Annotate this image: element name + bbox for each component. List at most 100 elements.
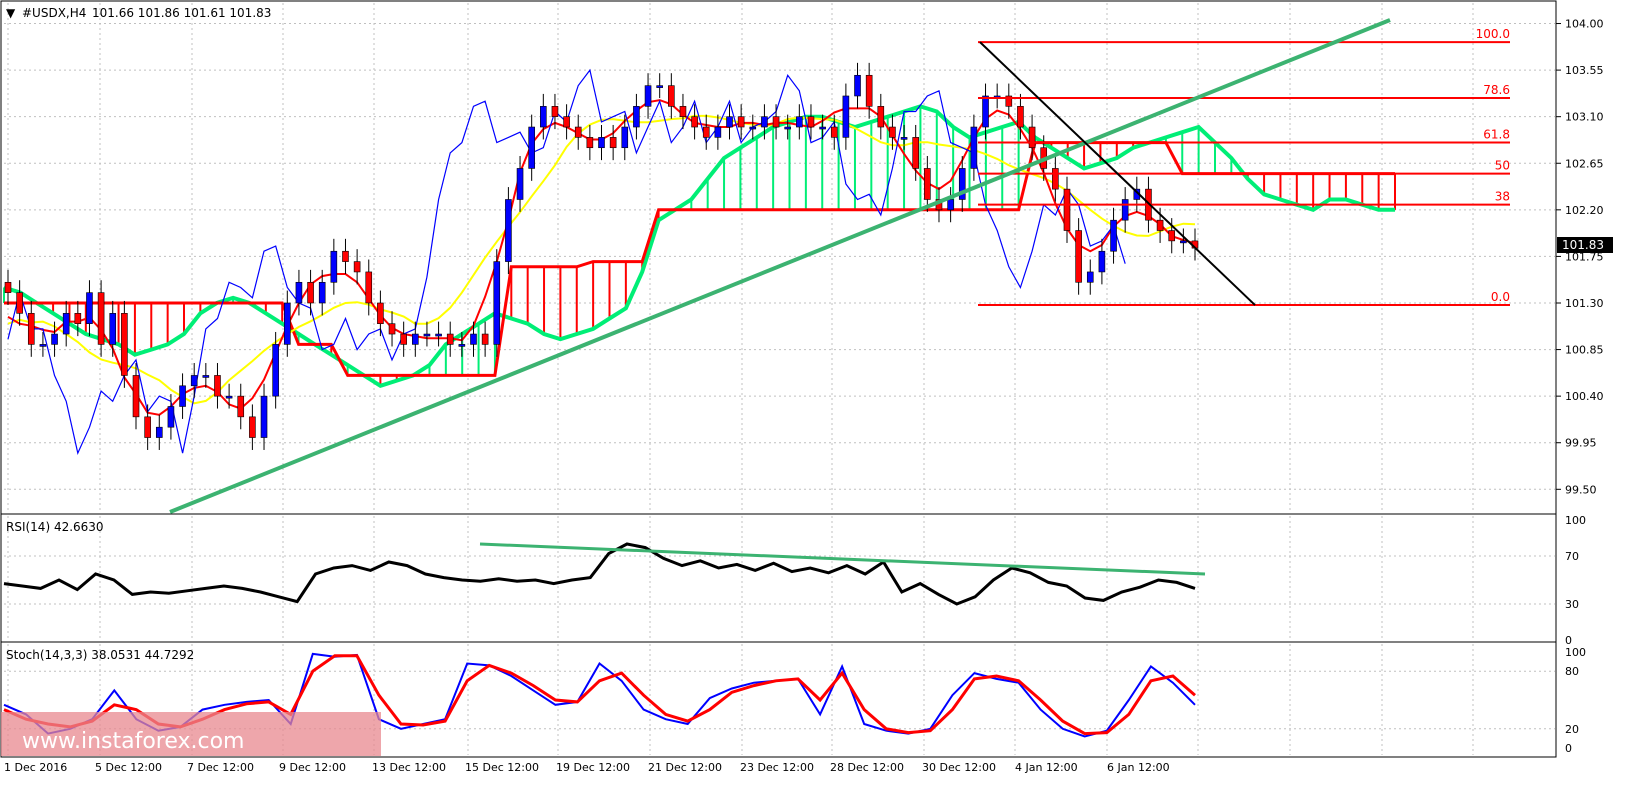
candle-body <box>400 333 407 345</box>
watermark-box <box>1 712 381 756</box>
candle-body <box>470 333 477 345</box>
symbol-arrow-icon[interactable]: ▼ <box>6 6 16 20</box>
candle-body <box>702 126 710 138</box>
candle-body <box>423 333 431 337</box>
x-tick-label: 13 Dec 12:00 <box>372 761 446 774</box>
candle-body <box>330 250 338 283</box>
stoch-label: Stoch(14,3,3) 38.0531 44.7292 <box>6 648 194 662</box>
fib-level-label: 50 <box>1495 159 1510 173</box>
candle-body <box>1156 219 1164 231</box>
candle-body <box>283 302 291 345</box>
candle-body <box>830 126 838 138</box>
y-tick-label: 103.10 <box>1565 111 1604 124</box>
candle-body <box>912 137 920 169</box>
candle-body <box>458 344 466 347</box>
last-price-tag <box>1557 237 1613 253</box>
candle-body <box>621 126 629 149</box>
candle-body <box>365 271 373 304</box>
candle-body <box>388 323 396 335</box>
y-tick-label: 104.00 <box>1565 18 1604 31</box>
fib-level-label: 100.0 <box>1476 27 1510 41</box>
candle-body <box>435 333 442 337</box>
rsi-tick-label: 30 <box>1565 598 1579 611</box>
candle-body <box>1005 95 1013 107</box>
candle-body <box>86 292 93 324</box>
candle-body <box>714 126 722 138</box>
candle-body <box>144 416 151 438</box>
candle-body <box>900 137 908 140</box>
candle-body <box>62 313 70 335</box>
x-tick-label: 7 Dec 12:00 <box>187 761 254 774</box>
candle-body <box>796 116 803 128</box>
candle-body <box>155 426 163 438</box>
candle-body <box>1121 199 1129 221</box>
rsi-divergence-line <box>479 542 1206 576</box>
candle-body <box>598 137 605 149</box>
fib-level-label: 38 <box>1495 190 1510 204</box>
y-axis: 104.00103.55103.10102.65102.20101.75101.… <box>1556 18 1604 496</box>
candle-body <box>819 126 826 130</box>
candle-body <box>1075 230 1082 283</box>
candle-body <box>121 313 128 376</box>
candle-body <box>737 116 745 128</box>
y-tick-label: 100.85 <box>1565 344 1604 357</box>
rsi-indicator: 100 70 30 0 <box>3 514 1586 647</box>
x-tick-label: 6 Jan 12:00 <box>1107 761 1170 774</box>
stoch-tick-label: 80 <box>1565 665 1579 678</box>
y-tick-label: 101.75 <box>1565 250 1604 263</box>
rsi-label: RSI(14) 42.6630 <box>6 520 104 534</box>
candle-body <box>505 199 512 262</box>
candle-body <box>179 385 186 407</box>
candle-body <box>1168 230 1176 242</box>
candle-body <box>481 333 489 345</box>
candle-body <box>807 116 815 128</box>
stoch-main-line <box>3 652 1196 738</box>
candle-body <box>412 333 419 345</box>
candle-body <box>1098 250 1106 273</box>
candle-body <box>1063 188 1071 231</box>
candle-body <box>272 344 279 397</box>
candle-body <box>516 168 524 200</box>
candle-body <box>1028 126 1036 149</box>
x-tick-label: 15 Dec 12:00 <box>465 761 539 774</box>
candle-body <box>109 313 117 345</box>
trendlines <box>169 18 1391 514</box>
candle-body <box>668 85 675 107</box>
candle-body <box>865 74 873 107</box>
x-tick-label: 21 Dec 12:00 <box>648 761 722 774</box>
candle-body <box>947 199 954 211</box>
candle-body <box>493 261 501 345</box>
candle-body <box>528 126 535 169</box>
rsi-tick-label: 0 <box>1565 634 1572 647</box>
candle-body <box>27 313 35 345</box>
candle-body <box>249 416 256 438</box>
ohlc-header: 101.66 101.86 101.61 101.83 <box>92 6 271 20</box>
candle-body <box>167 406 175 428</box>
stoch-tick-label: 20 <box>1565 723 1579 736</box>
candle-body <box>39 344 47 347</box>
candle-body <box>74 313 82 324</box>
fibonacci-levels: 100.0 78.6 61.8 50 38 0.0 <box>978 27 1510 307</box>
stoch-tick-label: 0 <box>1565 742 1572 755</box>
last-price-label: 101.83 <box>1562 238 1604 252</box>
x-tick-label: 1 Dec 2016 <box>4 761 67 774</box>
y-tick-label: 101.30 <box>1565 297 1604 310</box>
candle-body <box>132 375 140 418</box>
candle-body <box>1052 168 1059 190</box>
candle-body <box>551 106 559 117</box>
fib-level-label: 78.6 <box>1483 83 1510 97</box>
x-tick-label: 30 Dec 12:00 <box>922 761 996 774</box>
candle-body <box>877 106 885 128</box>
rsi-panel <box>0 513 1557 643</box>
rsi-tick-label: 100 <box>1565 514 1586 527</box>
candle-body <box>51 333 58 345</box>
candle-body <box>1180 240 1187 244</box>
stoch-tick-label: 100 <box>1565 646 1586 659</box>
candle-body <box>982 95 989 128</box>
candle-body <box>1086 271 1094 283</box>
black-trendline <box>979 41 1256 306</box>
x-tick-label: 19 Dec 12:00 <box>556 761 630 774</box>
x-tick-label: 4 Jan 12:00 <box>1015 761 1078 774</box>
x-tick-label: 28 Dec 12:00 <box>830 761 904 774</box>
